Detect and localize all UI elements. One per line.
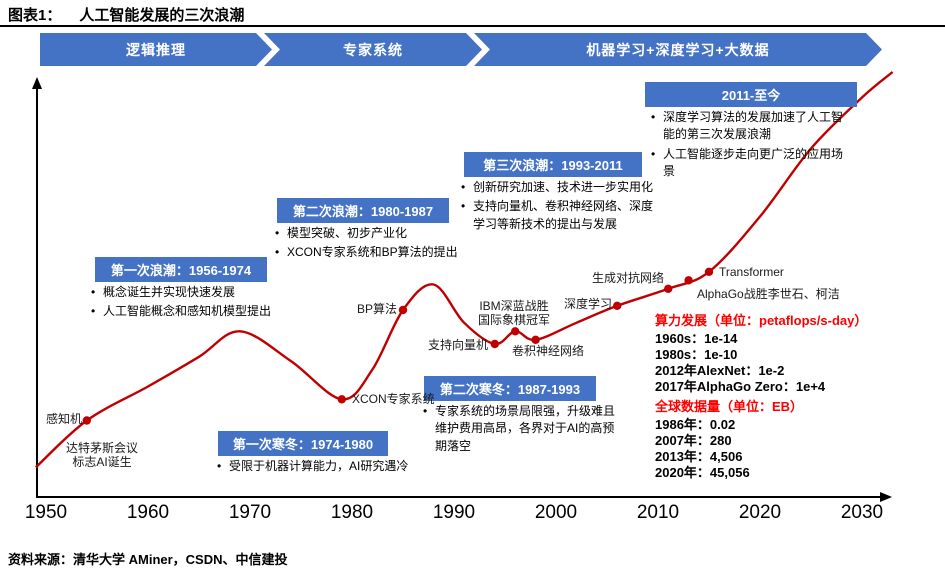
bullet-item: 概念诞生并实现快速发展 <box>88 284 293 302</box>
wave2-header: 第二次浪潮：1980-1987 <box>277 198 449 223</box>
title-divider <box>0 25 945 27</box>
data-volume-stats-title: 全球数据量（单位：EB） <box>655 399 804 414</box>
x-tick-2020: 2020 <box>738 502 782 523</box>
milestone-label-gan: 生成对抗网络 <box>592 271 665 285</box>
bullet-item: XCON专家系统和BP算法的提出 <box>272 244 477 262</box>
bullet-item: 创新研究加速、技术进一步实用化 <box>458 179 658 197</box>
bullet-item: 受限于机器计算能力，AI研究遇冷 <box>214 458 429 476</box>
stat-line: 1960s：1e-14 <box>655 331 738 346</box>
milestone-dot <box>704 267 714 276</box>
stat-line: 2013年：4,506 <box>655 449 743 464</box>
figure-label: 图表1： <box>8 7 62 24</box>
y-axis-arrowhead <box>32 77 42 89</box>
milestone-dots <box>82 267 714 425</box>
milestone-dot <box>531 335 540 344</box>
x-tick-1970: 1970 <box>228 502 272 523</box>
milestone-label-transformer: Transformer <box>719 265 784 279</box>
milestone-label-xcon: XCON专家系统 <box>352 392 435 406</box>
figure-title: 图表1： 人工智能发展的三次浪潮 <box>8 4 244 25</box>
wave3-header: 第三次浪潮：1993-2011 <box>464 152 642 177</box>
stat-line: 2007年：280 <box>655 433 732 448</box>
x-tick-2010: 2010 <box>636 502 680 523</box>
milestone-dot <box>664 284 673 293</box>
x-tick-2030: 2030 <box>840 502 884 523</box>
stage-chevron-expert-systems: 专家系统 <box>264 33 482 66</box>
x-tick-1960: 1960 <box>126 502 170 523</box>
milestone-label-deep-blue: IBM深蓝战胜国际象棋冠军 <box>478 299 551 327</box>
stage-label: 逻辑推理 <box>126 41 186 58</box>
milestone-dot <box>82 416 92 425</box>
compute-stats-title: 算力发展（单位：petaflops/s-day） <box>655 313 868 328</box>
milestone-dot <box>398 305 408 315</box>
milestone-label-bp: BP算法 <box>357 302 398 316</box>
stage-label: 机器学习+深度学习+大数据 <box>586 41 770 58</box>
bullet-item: 专家系统的场景局限强，升级难且维护费用高昂，各界对于AI的高预期落空 <box>420 403 615 455</box>
compute-power-stats: 算力发展（单位：petaflops/s-day） 1960s：1e-14 198… <box>655 312 905 395</box>
milestone-dot <box>684 276 693 285</box>
x-tick-1980: 1980 <box>330 502 374 523</box>
x-tick-1990: 1990 <box>432 502 476 523</box>
milestone-label-perceptron: 感知机 <box>46 412 83 426</box>
winter1-bullets: 受限于机器计算能力，AI研究遇冷 <box>214 458 429 477</box>
bullet-item: 人工智能概念和感知机模型提出 <box>88 303 293 321</box>
milestone-label-svm: 支持向量机 <box>428 338 489 352</box>
bullet-item: 人工智能逐步走向更广泛的应用场景 <box>648 146 848 181</box>
source-note: 资料来源：清华大学 AMiner，CSDN、中信建投 <box>8 552 288 567</box>
x-tick-1950: 1950 <box>24 502 68 523</box>
page-title: 人工智能发展的三次浪潮 <box>79 7 245 24</box>
stat-line: 2020年：45,056 <box>655 465 750 480</box>
stat-line: 1980s：1e-10 <box>655 347 738 362</box>
ai-development-curve <box>34 71 894 469</box>
milestone-label-alphago: AlphaGo战胜李世石、柯洁 <box>697 287 840 301</box>
winter1-header: 第一次寒冬：1974-1980 <box>218 431 388 456</box>
bullet-item: 支持向量机、卷积神经网络、深度学习等新技术的提出与发展 <box>458 198 658 233</box>
wave1-bullets: 概念诞生并实现快速发展 人工智能概念和感知机模型提出 <box>88 284 293 323</box>
stage-label: 专家系统 <box>343 41 403 58</box>
winter2-bullets: 专家系统的场景局限强，升级难且维护费用高昂，各界对于AI的高预期落空 <box>420 403 615 457</box>
milestone-dot <box>613 301 622 310</box>
stat-line: 2012年AlexNet：1e-2 <box>655 363 785 378</box>
x-tick-2000: 2000 <box>534 502 578 523</box>
milestone-dot <box>337 395 346 404</box>
stage-chevron-logic: 逻辑推理 <box>40 33 272 66</box>
stat-line: 2017年AlphaGo Zero：1e+4 <box>655 379 826 394</box>
bullet-item: 深度学习算法的发展加速了人工智能的第三次发展浪潮 <box>648 109 848 144</box>
wave1-header: 第一次浪潮：1956-1974 <box>95 257 267 282</box>
annotation-dartmouth: 达特茅斯会议标志AI诞生 <box>65 441 138 469</box>
milestone-label-cnn: 卷积神经网络 <box>512 344 585 358</box>
global-data-volume-stats: 全球数据量（单位：EB） 1986年：0.02 2007年：280 2013年：… <box>655 398 905 481</box>
wave4-bullets: 深度学习算法的发展加速了人工智能的第三次发展浪潮 人工智能逐步走向更广泛的应用场… <box>648 109 848 183</box>
stage-chevron-ml-dl-bigdata: 机器学习+深度学习+大数据 <box>474 33 882 66</box>
x-axis-arrowhead <box>880 492 892 502</box>
milestone-label-deep-learning: 深度学习 <box>564 297 613 311</box>
milestone-dot <box>490 339 499 349</box>
stat-line: 1986年：0.02 <box>655 417 736 432</box>
winter2-header: 第二次寒冬：1987-1993 <box>424 376 596 401</box>
wave2-bullets: 模型突破、初步产业化 XCON专家系统和BP算法的提出 <box>272 225 477 264</box>
wave3-bullets: 创新研究加速、技术进一步实用化 支持向量机、卷积神经网络、深度学习等新技术的提出… <box>458 179 658 235</box>
milestone-dot <box>511 327 520 336</box>
wave4-header: 2011-至今 <box>645 82 857 107</box>
bullet-item: 模型突破、初步产业化 <box>272 225 477 243</box>
